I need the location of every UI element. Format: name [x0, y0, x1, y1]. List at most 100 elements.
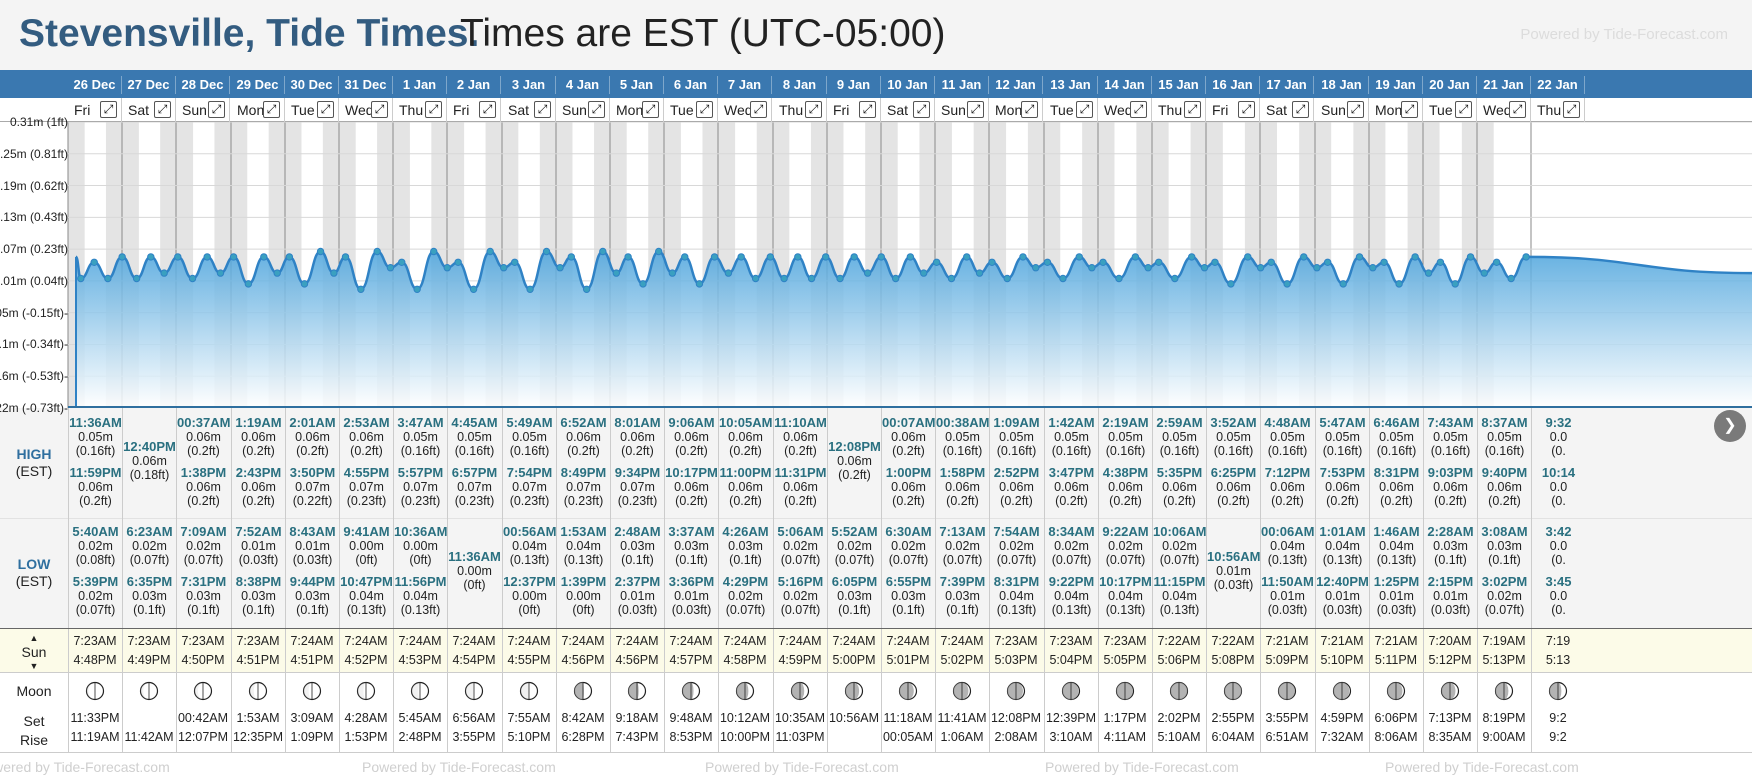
expand-icon[interactable]: ⤢ [154, 101, 171, 118]
tide-point [1256, 263, 1265, 272]
low-tide-time: 00:06AM [1261, 524, 1315, 539]
expand-icon[interactable]: ⤢ [1509, 101, 1526, 118]
expand-icon[interactable]: ⤢ [750, 101, 767, 118]
day-column: 3:52AM 0.05m (0.16ft) 6:25PM 0.06m (0.2ft) 10:… [1206, 408, 1260, 752]
powered-by-link[interactable]: Powered by Tide-Forecast.com [1520, 26, 1728, 43]
low-tide-time: 5:16PM [777, 574, 824, 589]
expand-icon[interactable]: ⤢ [1455, 101, 1472, 118]
moon-divider [1044, 673, 1045, 752]
expand-icon[interactable]: ⤢ [1076, 101, 1093, 118]
low-tide-height-ft: (0ft) [518, 603, 541, 617]
low-tide-height-ft: (0.07ft) [942, 553, 983, 567]
high-tide-height-ft: (0.23ft) [617, 494, 658, 508]
tide-point [118, 253, 126, 261]
high-tide-height-ft: (0.23ft) [346, 494, 387, 508]
sunrise-time: 7:23AM [1049, 634, 1093, 648]
expand-icon[interactable]: ⤢ [967, 101, 984, 118]
expand-icon[interactable]: ⤢ [859, 101, 876, 118]
expand-icon[interactable]: ⤢ [208, 101, 225, 118]
low-tide-height-m: 0.01m [620, 589, 655, 603]
expand-icon[interactable]: ⤢ [1347, 101, 1364, 118]
date-label: 19 Jan [1369, 76, 1423, 94]
expand-icon[interactable]: ⤢ [805, 101, 822, 118]
low-tide-height-ft: (0.03ft) [617, 603, 658, 617]
moon-phase-icon [1169, 681, 1189, 701]
moon-shadow [953, 682, 969, 700]
expand-icon[interactable]: ⤢ [1184, 101, 1201, 118]
expand-icon[interactable]: ⤢ [913, 101, 930, 118]
low-tide-height-m: 0.03m [186, 589, 221, 603]
high-tide-height-m: 0.07m [566, 480, 601, 494]
low-tide-height-m: 0.04m [566, 539, 601, 553]
moon-set-label: Set [23, 713, 45, 729]
low-tide-time: 10:17PM [1099, 574, 1152, 589]
sunset-time: 4:53PM [398, 653, 442, 667]
sunrise-time: 7:24AM [940, 634, 984, 648]
expand-icon[interactable]: ⤢ [479, 101, 496, 118]
tide-point [668, 269, 677, 277]
expand-icon[interactable]: ⤢ [696, 101, 713, 118]
low-tide-height-m: 0.01m [674, 589, 709, 603]
low-tide-height-ft: (0.07ft) [1105, 553, 1146, 567]
expand-icon[interactable]: ⤢ [642, 101, 659, 118]
moonrise-time: 3:10AM [1049, 730, 1093, 744]
expand-icon[interactable]: ⤢ [1401, 101, 1418, 118]
expand-icon[interactable]: ⤢ [317, 101, 334, 118]
high-tide-time: 10:17PM [665, 465, 718, 480]
low-tide-height-ft: (0. [1551, 553, 1566, 567]
expand-icon[interactable]: ⤢ [1563, 101, 1580, 118]
tide-point [260, 253, 268, 261]
tide-point [1313, 263, 1321, 272]
tide-point [556, 263, 564, 272]
expand-icon[interactable]: ⤢ [1292, 101, 1309, 118]
high-tide-height-ft: (0.16ft) [1213, 444, 1254, 458]
weekday-cell: Sat ⤢ [122, 98, 176, 122]
high-tide-time: 6:57PM [451, 465, 498, 480]
expand-icon[interactable]: ⤢ [1130, 101, 1147, 118]
expand-icon[interactable]: ⤢ [1021, 101, 1038, 118]
date-label: 12 Jan [989, 76, 1043, 94]
low-tide-height-m: 0.04m [512, 539, 547, 553]
high-tide-height-ft: (0.2ft) [675, 494, 708, 508]
moon-phase-icon [898, 681, 918, 701]
date-label: 10 Jan [881, 76, 935, 94]
low-tide-height-ft: (0.07ft) [780, 553, 821, 567]
high-tide-height-ft: (0.16ft) [75, 444, 116, 458]
high-tide-height-ft: (0.16ft) [400, 444, 441, 458]
sunset-time: 4:58PM [723, 653, 767, 667]
high-tide-height-m: 0.07m [512, 480, 547, 494]
expand-icon[interactable]: ⤢ [371, 101, 388, 118]
expand-icon[interactable]: ⤢ [588, 101, 605, 118]
tide-point [1211, 258, 1219, 267]
sunset-time: 4:51PM [290, 653, 334, 667]
high-tide-height-m: 0.07m [349, 480, 384, 494]
moon-phase-icon [573, 681, 593, 701]
expand-icon[interactable]: ⤢ [534, 101, 551, 118]
moon-shadow [845, 682, 860, 700]
tide-point [357, 285, 365, 293]
moon-shadow [1007, 682, 1023, 700]
high-tide-time: 00:07AM [882, 415, 936, 430]
moonset-time: 8:42AM [561, 711, 605, 725]
low-tide-height-ft: (0.13ft) [1159, 603, 1200, 617]
expand-icon[interactable]: ⤢ [263, 101, 280, 118]
date-label: 20 Jan [1423, 76, 1477, 94]
high-tide-time: 6:52AM [560, 415, 607, 430]
expand-icon[interactable]: ⤢ [100, 101, 117, 118]
sun-divider [1369, 629, 1370, 673]
low-tide-height-ft: (0.07ft) [1051, 553, 1092, 567]
expand-icon[interactable]: ⤢ [1238, 101, 1255, 118]
low-tide-height-ft: (0.03ft) [1267, 603, 1308, 617]
high-tide-height-m: 0.05m [1216, 430, 1251, 444]
scroll-right-button[interactable]: ❯ [1714, 410, 1746, 442]
high-tide-time: 1:58PM [939, 465, 986, 480]
moon-row: Moon Set Rise 11:33PM 11:19AM 11:42AM 00:42AM 1… [0, 673, 1752, 752]
tide-point [1227, 280, 1235, 288]
date-header-row: 26 Dec 27 Dec 28 Dec 29 Dec 30 Dec 31 Dec 1 Ja… [0, 70, 1752, 98]
sunrise-time: 7:23AM [181, 634, 225, 648]
moon-divider [556, 673, 557, 752]
expand-icon[interactable]: ⤢ [425, 101, 442, 118]
high-tide-height-m: 0.06m [674, 430, 709, 444]
high-tide-height-m: 0.06m [783, 430, 818, 444]
low-tide-time: 10:36AM [394, 524, 448, 539]
